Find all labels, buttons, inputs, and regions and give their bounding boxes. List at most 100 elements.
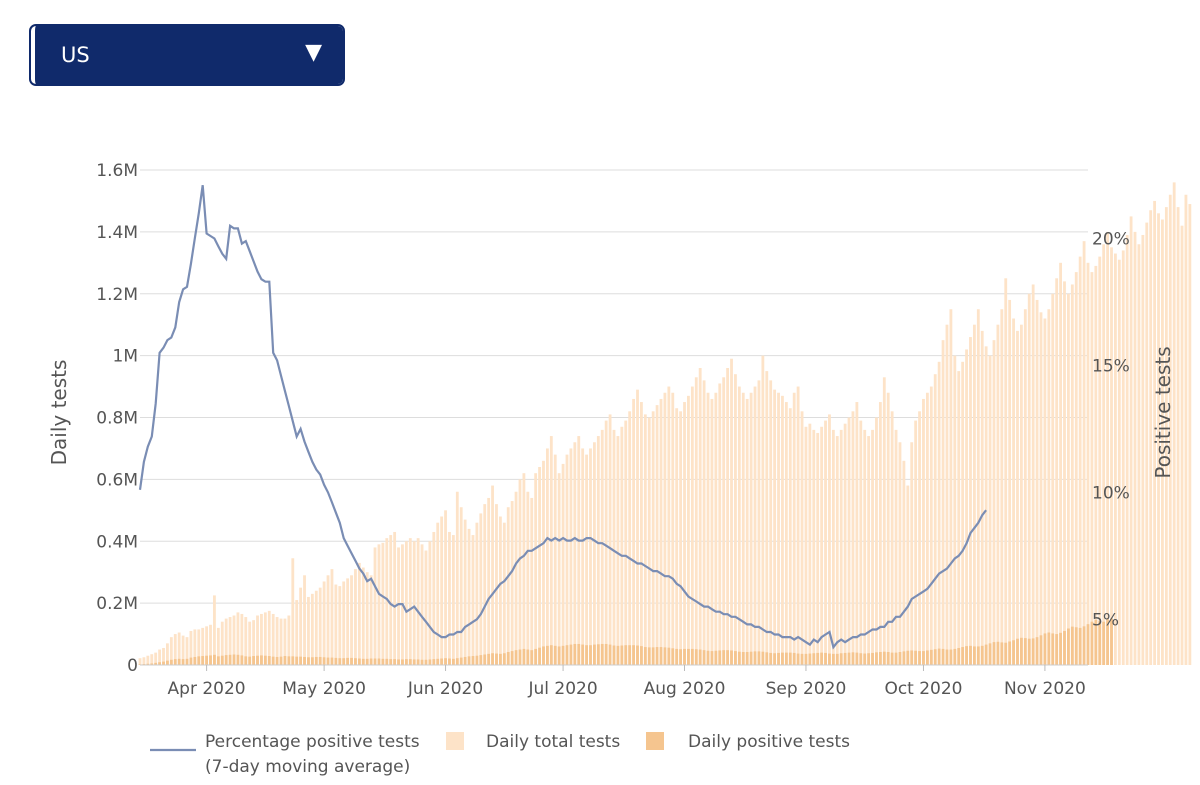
positive-tests-bar [922, 651, 925, 665]
total-tests-bar [761, 355, 765, 665]
total-tests-bar [322, 581, 326, 665]
total-tests-bar [824, 420, 827, 665]
positive-tests-bar [154, 662, 158, 665]
positive-tests-bar [855, 652, 859, 665]
positive-tests-bar [604, 643, 608, 665]
positive-tests-bar [420, 659, 424, 665]
total-tests-bar [1035, 299, 1039, 665]
positive-tests-bar [369, 658, 373, 665]
total-tests-bar [569, 448, 573, 665]
total-tests-bar [303, 575, 306, 665]
positive-tests-bar [287, 656, 291, 665]
total-tests-bar [1086, 262, 1090, 665]
positive-tests-bar [224, 655, 228, 665]
total-tests-bar [593, 442, 596, 665]
total-tests-bar [459, 507, 463, 665]
total-tests-bar [1043, 318, 1047, 665]
total-tests-bar [397, 547, 400, 665]
positive-tests-bar [448, 658, 451, 665]
x-axis-ticks: Apr 2020 May 2020 Jun 2020 Jul 2020 Aug 2020… [168, 665, 1086, 699]
positive-tests-bar [228, 654, 232, 665]
positive-tests-bar [459, 657, 463, 665]
positive-tests-bar [1000, 642, 1004, 665]
total-tests-bar [737, 386, 741, 665]
positive-tests-bar [1086, 624, 1090, 665]
location-dropdown[interactable]: US ▼ [29, 24, 345, 86]
total-tests-bar [577, 436, 581, 665]
x-tick-label: Apr 2020 [168, 679, 246, 699]
total-tests-bar [965, 349, 968, 665]
positive-tests-bar [659, 647, 663, 665]
positive-tests-bar [185, 658, 189, 665]
total-tests-bar [616, 436, 620, 665]
positive-tests-bar [765, 652, 769, 665]
positive-tests-bar [1082, 626, 1086, 665]
total-tests-bar [581, 448, 585, 665]
positive-tests-bar [545, 645, 549, 665]
positive-tests-bar [181, 659, 185, 665]
positive-tests-bar [647, 647, 651, 665]
total-tests-bar [412, 541, 416, 665]
total-tests-bar [1090, 272, 1094, 665]
positive-tests-bar [1047, 632, 1051, 665]
positive-tests-bar [216, 656, 220, 665]
total-tests-bar [604, 420, 608, 665]
total-tests-bar [487, 497, 491, 665]
positive-tests-bar [745, 652, 749, 665]
total-tests-bar [859, 420, 863, 665]
positive-tests-bar [256, 655, 259, 665]
y2-tick-label: 15% [1092, 356, 1130, 376]
total-tests-bar [702, 380, 706, 665]
total-tests-bar [181, 635, 185, 665]
total-tests-bar [213, 595, 216, 665]
total-tests-bar [1114, 253, 1117, 665]
total-tests-bar [287, 615, 291, 665]
total-tests-bar [671, 392, 675, 665]
total-tests-bar [1074, 272, 1078, 665]
positive-tests-bar [169, 659, 173, 665]
total-tests-bar [448, 531, 451, 665]
positive-tests-bar [240, 655, 244, 665]
positive-tests-bar [506, 652, 510, 665]
total-tests-bar [875, 417, 878, 665]
y-tick-label: 0.8M [96, 409, 138, 429]
total-tests-bar [1106, 231, 1109, 665]
positive-tests-bar [479, 655, 483, 665]
positive-tests-bar [1051, 633, 1055, 665]
positive-tests-bar [334, 657, 338, 665]
total-tests-bar [953, 355, 957, 665]
positive-tests-bar [812, 653, 816, 665]
positive-tests-bar [667, 647, 671, 665]
total-tests-bar [385, 538, 389, 665]
total-tests-bar [1121, 250, 1125, 665]
positive-tests-bar [424, 659, 428, 665]
chevron-down-icon: ▼ [305, 40, 322, 65]
total-tests-bar [545, 448, 549, 665]
positive-tests-bar [835, 653, 839, 665]
positive-tests-bar [573, 643, 577, 665]
positive-tests-bar [632, 645, 635, 665]
positive-tests-bar [475, 655, 479, 665]
total-tests-bar [228, 617, 232, 665]
positive-tests-bar [1008, 641, 1012, 665]
total-tests-bar [573, 442, 577, 665]
positive-tests-bar [283, 656, 287, 665]
positive-tests-bar [710, 651, 714, 665]
total-tests-bar [706, 392, 710, 665]
total-tests-bar [1055, 278, 1059, 665]
positive-tests-bar [534, 648, 538, 665]
positive-tests-bar [526, 649, 530, 665]
total-tests-bar [914, 420, 918, 665]
positive-tests-bar [808, 653, 812, 665]
positive-tests-bar [197, 656, 201, 665]
total-tests-bar [961, 361, 965, 665]
total-tests-bar [690, 386, 694, 665]
x-tick-label: Aug 2020 [644, 679, 726, 699]
total-tests-bar [1161, 219, 1164, 665]
total-tests-bar [620, 426, 624, 665]
total-tests-bar [718, 383, 722, 665]
total-tests-bar [1070, 284, 1074, 665]
total-tests-bar [150, 654, 154, 665]
total-tests-bar [643, 414, 647, 665]
total-tests-bar [640, 402, 643, 665]
